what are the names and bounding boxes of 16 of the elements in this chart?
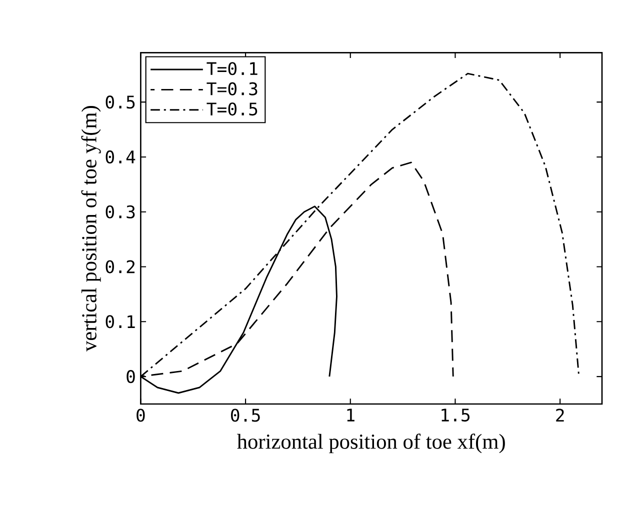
x-tick-label: 0 (136, 408, 145, 422)
legend-label: T=0.3 (206, 82, 258, 96)
x-tick-label: 1 (347, 408, 354, 422)
y-tick-label: 0.4 (106, 150, 136, 164)
x-axis-title: horizontal position of toe xf(m) (237, 434, 505, 454)
legend-label: T=0.1 (206, 62, 258, 76)
y-tick-label: 0.5 (106, 96, 135, 109)
y-axis-title: vertical position of toe yf(m) (81, 106, 101, 352)
y-tick-label: 0.3 (106, 205, 135, 218)
x-tick-label: 1.5 (442, 408, 470, 422)
y-tick-label: 0 (126, 370, 135, 384)
y-tick-label: 0.2 (106, 260, 135, 274)
x-tick-label: 0.5 (231, 408, 260, 422)
legend-label: T=0.5 (206, 102, 258, 116)
x-tick-label: 2 (556, 408, 564, 422)
y-tick-label: 0.1 (106, 315, 135, 328)
